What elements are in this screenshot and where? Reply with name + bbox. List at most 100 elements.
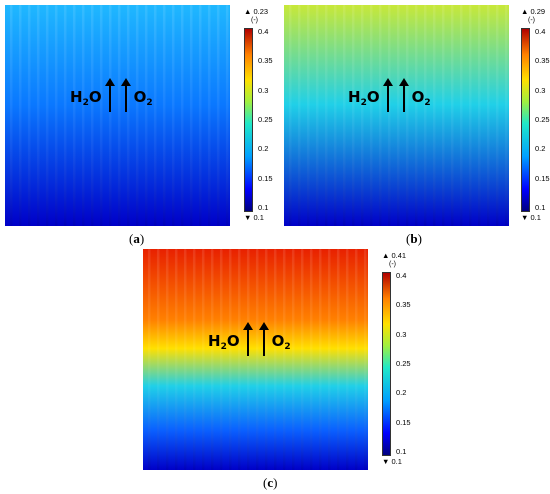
colorbar-tick-label: 0.3 (258, 85, 269, 95)
channel-stripe (81, 5, 85, 226)
channel-stripe (396, 5, 400, 226)
channel-stripe (297, 5, 301, 226)
up-arrow-icon (398, 78, 409, 112)
colorbar-unit: (-) (251, 17, 258, 24)
up-arrow-icon (104, 78, 115, 112)
channel-stripe (255, 249, 259, 470)
channel-stripe (183, 249, 187, 470)
channel-stripe (264, 249, 268, 470)
channel-stripe (117, 5, 121, 226)
plot-field (143, 249, 368, 470)
colorbar-max-label: ▲ 0.41 (382, 251, 407, 260)
channel-stripe (165, 249, 169, 470)
channel-stripe (90, 5, 94, 226)
channel-stripe (219, 249, 223, 470)
colorbar-tick-label: 0.15 (396, 417, 411, 427)
channel-stripe (156, 249, 160, 470)
channel-stripe (126, 5, 130, 226)
colorbar-max-label: ▲ 0.23 (244, 7, 269, 16)
channel-stripe (288, 5, 292, 226)
colorbar-tick-label: 0.1 (535, 203, 546, 212)
colorbar-tick-label: 0.35 (396, 300, 411, 310)
o2-label-c: O2 (271, 332, 291, 352)
channel-stripe (99, 5, 103, 226)
contour-plot-a (5, 5, 230, 226)
o2-label-b: O2 (411, 88, 431, 108)
flow-arrows-a: H2O O2 (70, 78, 153, 112)
channel-stripe (468, 5, 472, 226)
channel-stripe (459, 5, 463, 226)
up-arrow-icon (258, 322, 269, 356)
caption-a: (a) (129, 231, 145, 246)
h2o-label-c: H2O (208, 332, 240, 352)
channel-stripe (162, 5, 166, 226)
channel-stripe (210, 249, 214, 470)
colorbar-unit: (-) (389, 261, 396, 268)
colorbar-tick-label: 0.25 (535, 115, 550, 124)
caption-b: (b) (406, 231, 422, 246)
channel-stripe (405, 5, 409, 226)
colorbar-tick-label: 0.2 (535, 144, 546, 154)
channel-stripe (387, 5, 391, 226)
colorbar-tick-label: 0.4 (396, 271, 407, 280)
flow-arrows-b: H2O O2 (348, 78, 431, 112)
channel-stripe (441, 5, 445, 226)
channel-stripe (309, 249, 313, 470)
channel-stripe (108, 5, 112, 226)
channel-stripe (192, 249, 196, 470)
channel-stripe (351, 5, 355, 226)
channel-stripe (180, 5, 184, 226)
plot-field (284, 5, 509, 226)
channel-stripe (63, 5, 67, 226)
colorbar-tick-label: 0.15 (258, 173, 273, 183)
channel-stripe (36, 5, 40, 226)
colorbar-max-label: ▲ 0.29 (521, 7, 546, 16)
channel-stripe (414, 5, 418, 226)
colorbar-tick-label: 0.25 (258, 115, 273, 124)
channel-stripe (18, 5, 22, 226)
channel-stripe (300, 249, 304, 470)
colorbar-min-label: ▼ 0.1 (382, 457, 402, 466)
channel-stripe (228, 249, 232, 470)
channel-stripe (171, 5, 175, 226)
channel-stripe (336, 249, 340, 470)
channel-stripe (318, 249, 322, 470)
o2-label-a: O2 (133, 88, 153, 108)
channel-stripe (246, 249, 250, 470)
colorbar-b: ▲ 0.29 (-) 0.4 0.35 0.3 0.25 0.2 0.15 0.1 ▼ 0.1 (521, 7, 550, 228)
channel-stripe (273, 249, 277, 470)
colorbar-tick-label: 0.2 (396, 388, 407, 398)
channel-stripe (45, 5, 49, 226)
plot-svg (143, 249, 368, 470)
channel-stripe (378, 5, 382, 226)
colorbar-a: ▲ 0.23 (-) 0.4 0.35 0.3 0.25 0.2 0.15 0.1 ▼ 0.1 (244, 7, 284, 228)
colorbar-tick-label: 0.3 (396, 329, 407, 339)
channel-stripe (207, 5, 211, 226)
channel-stripe (153, 5, 157, 226)
plot-svg (284, 5, 509, 226)
channel-stripe (189, 5, 193, 226)
colorbar-tick-label: 0.1 (258, 203, 269, 212)
channel-stripe (135, 5, 139, 226)
channel-stripe (360, 5, 364, 226)
channel-stripe (216, 5, 220, 226)
channel-stripe (225, 5, 229, 226)
channel-stripe (198, 5, 202, 226)
h2o-label-b: H2O (348, 88, 380, 108)
colorbar-tick-label: 0.35 (535, 56, 550, 66)
channel-stripe (201, 249, 205, 470)
channel-stripe (27, 5, 31, 226)
channel-stripe (342, 5, 346, 226)
channel-stripe (144, 5, 148, 226)
channel-stripe (174, 249, 178, 470)
plot-svg (5, 5, 230, 226)
h2o-label-a: H2O (70, 88, 102, 108)
channel-stripe (504, 5, 508, 226)
colorbar-min-label: ▼ 0.1 (521, 213, 541, 222)
colorbar-tick-label: 0.3 (535, 85, 546, 95)
caption-c: (c) (263, 475, 278, 490)
flow-arrows-c: H2O O2 (208, 322, 291, 356)
colorbar-tick-label: 0.25 (396, 359, 411, 368)
channel-stripe (369, 5, 373, 226)
colorbar-c: ▲ 0.41 (-) 0.4 0.35 0.3 0.25 0.2 0.15 0.1 ▼ 0.1 (382, 251, 422, 472)
